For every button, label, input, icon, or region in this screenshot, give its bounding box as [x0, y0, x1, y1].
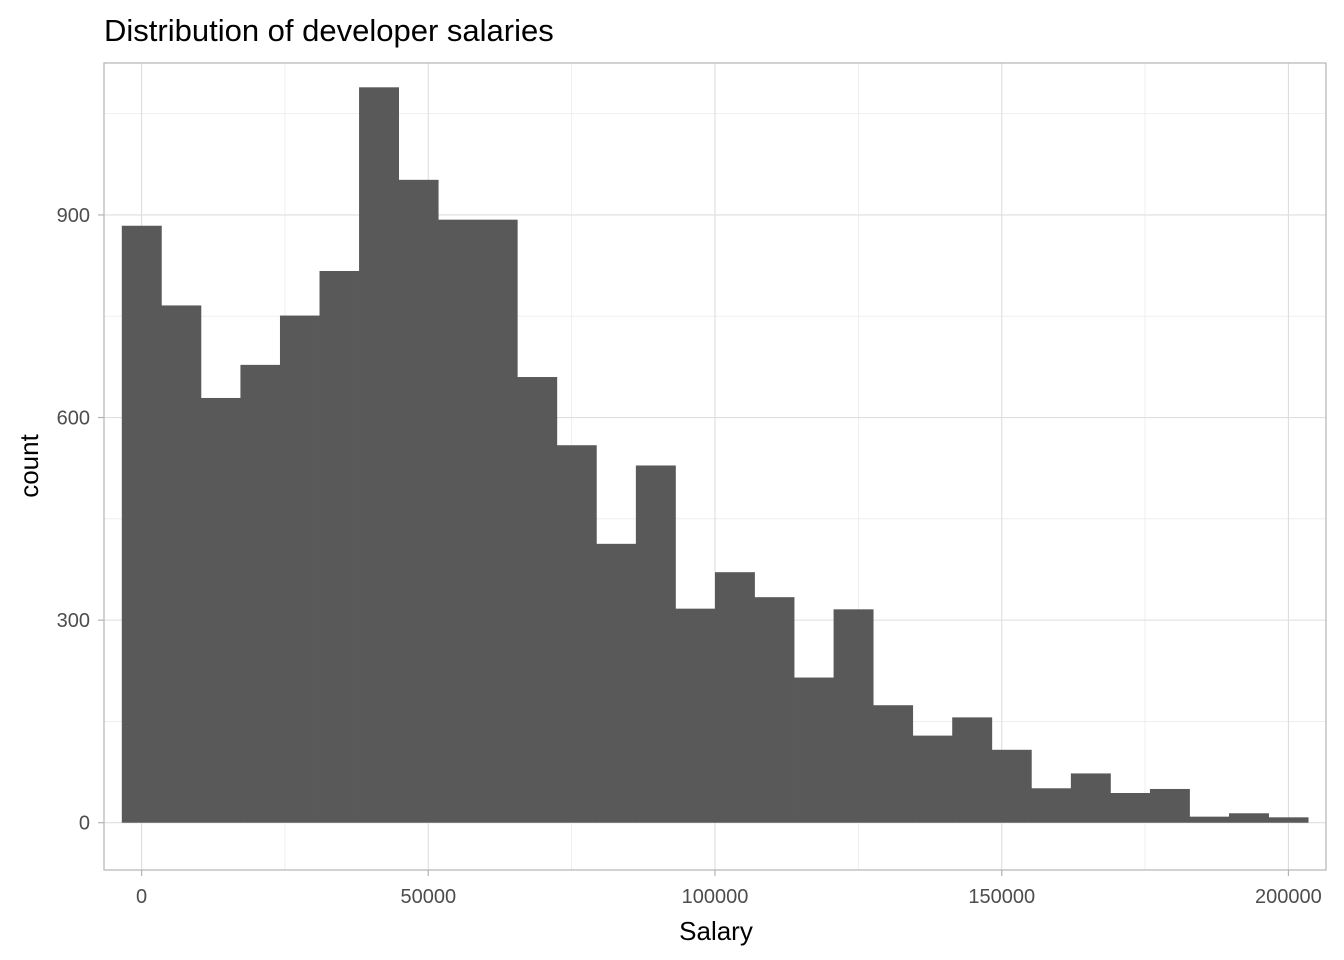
histogram-bar	[1268, 817, 1309, 823]
y-tick-label: 600	[57, 408, 90, 430]
histogram-bar	[991, 749, 1032, 823]
histogram-bar	[556, 445, 597, 823]
histogram-bar	[1229, 813, 1269, 823]
y-tick-label: 300	[57, 610, 90, 632]
chart-title: Distribution of developer salaries	[104, 13, 554, 48]
histogram-bar	[675, 608, 716, 823]
histogram-bar	[1149, 788, 1190, 823]
histogram-bar	[161, 305, 202, 823]
histogram-bar	[477, 219, 518, 823]
y-axis-ticks: 0 300 600 900	[57, 205, 104, 835]
x-tick-label: 150000	[968, 886, 1035, 908]
histogram-bar	[517, 377, 558, 823]
histogram-bar	[240, 364, 281, 823]
histogram-bar	[200, 397, 241, 823]
x-tick-label: 100000	[682, 886, 749, 908]
histogram-bar	[754, 597, 795, 823]
histogram-bar	[398, 179, 439, 823]
histogram-bar	[873, 705, 914, 823]
histogram-bar	[279, 315, 320, 823]
x-axis-ticks: 0 50000 100000 150000 200000	[136, 870, 1322, 908]
histogram-bar	[912, 735, 953, 823]
histogram-bar	[438, 219, 479, 823]
x-tick-label: 50000	[400, 886, 456, 908]
histogram-bar	[794, 677, 834, 823]
histogram-bar	[121, 225, 162, 823]
histogram-bar	[1110, 793, 1151, 823]
x-tick-label: 200000	[1255, 886, 1322, 908]
histogram-bar	[1070, 773, 1111, 823]
histogram-bar	[596, 543, 637, 823]
histogram-bar	[319, 270, 360, 823]
y-axis-title: count	[14, 433, 44, 497]
x-axis-title: Salary	[679, 916, 753, 946]
x-tick-label: 0	[136, 886, 147, 908]
histogram-bar	[635, 465, 676, 823]
histogram-bar	[714, 572, 755, 823]
histogram-bar	[833, 609, 874, 823]
histogram-bar	[359, 87, 400, 823]
histogram-bar	[1189, 816, 1230, 823]
histogram-bar	[952, 717, 993, 823]
histogram-bars	[121, 87, 1309, 823]
histogram-bar	[1031, 788, 1072, 823]
y-tick-label: 900	[57, 205, 90, 227]
y-tick-label: 0	[79, 813, 90, 835]
